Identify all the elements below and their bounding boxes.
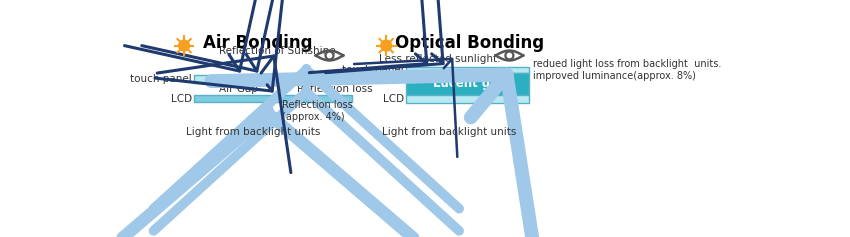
Circle shape	[507, 53, 512, 58]
Text: Less reflected sunlight.: Less reflected sunlight.	[379, 54, 501, 64]
Circle shape	[327, 53, 332, 58]
Text: Reflection of Sunshine: Reflection of Sunshine	[218, 46, 335, 55]
Circle shape	[325, 51, 334, 60]
Circle shape	[505, 51, 514, 60]
Circle shape	[381, 40, 392, 51]
Text: LCD: LCD	[382, 94, 404, 104]
Bar	[194, 95, 352, 102]
Text: Lucent gel: Lucent gel	[433, 77, 502, 90]
Bar	[406, 73, 530, 95]
Text: redued light loss from backlight  units.
improved luminance(approx. 8%): redued light loss from backlight units. …	[533, 59, 722, 81]
Text: Light from backlight units: Light from backlight units	[382, 127, 517, 137]
Text: touch panel: touch panel	[130, 74, 192, 84]
Text: Air Bonding: Air Bonding	[203, 34, 313, 52]
Bar	[406, 95, 530, 103]
Text: Air Gap: Air Gap	[218, 84, 258, 94]
Text: Reflection loss: Reflection loss	[298, 84, 373, 94]
Circle shape	[178, 40, 190, 51]
Bar	[406, 67, 530, 73]
Text: Light from backlight units: Light from backlight units	[186, 127, 320, 137]
Text: LCD: LCD	[171, 94, 192, 104]
Text: Optical Bonding: Optical Bonding	[395, 34, 545, 52]
Bar	[194, 75, 352, 83]
Text: touch panel: touch panel	[343, 65, 404, 75]
Text: Reflection loss
(approx. 4%): Reflection loss (approx. 4%)	[281, 100, 353, 122]
